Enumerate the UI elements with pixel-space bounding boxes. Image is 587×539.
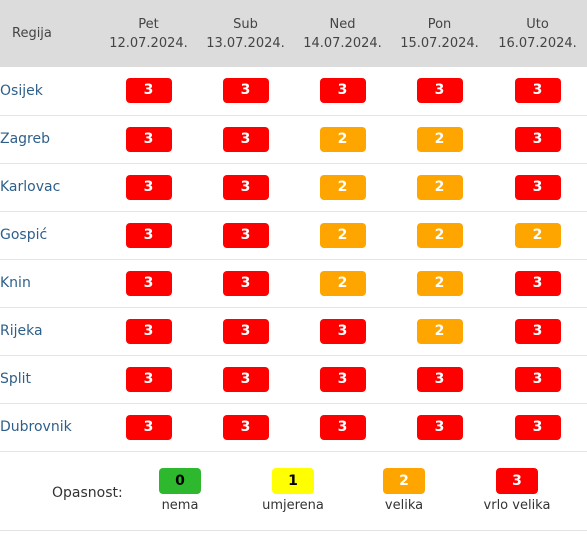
- danger-level-badge: 3: [514, 366, 561, 392]
- danger-level-badge: 3: [319, 414, 366, 440]
- day-date: 14.07.2024.: [303, 35, 382, 51]
- legend-item-none: 0 nema: [130, 468, 230, 513]
- table-row: Rijeka 3 3 3 2 3: [0, 306, 587, 355]
- legend-label: umjerena: [262, 498, 324, 513]
- day-date: 15.07.2024.: [400, 35, 479, 51]
- danger-level-badge: 3: [416, 366, 463, 392]
- danger-level-badge: 3: [514, 318, 561, 344]
- table-row: Osijek 3 3 3 3 3: [0, 67, 587, 115]
- danger-level-badge: 3: [319, 366, 366, 392]
- region-link[interactable]: Dubrovnik: [0, 402, 100, 451]
- danger-level-badge: 3: [125, 222, 172, 248]
- table-row: Gospić 3 3 2 2 2: [0, 210, 587, 259]
- day-column-header: Uto 16.07.2024.: [488, 0, 587, 67]
- region-link[interactable]: Osijek: [0, 82, 43, 99]
- legend-badge: 0: [159, 468, 201, 494]
- table-row: Karlovac 3 3 2 2 3: [0, 162, 587, 211]
- danger-level-badge: 2: [416, 126, 463, 152]
- day-name: Sub: [233, 16, 258, 32]
- danger-level-badge: 3: [125, 126, 172, 152]
- day-column-header: Ned 14.07.2024.: [294, 0, 391, 67]
- legend-item-high: 2 velika: [354, 468, 454, 513]
- danger-level-badge: 3: [222, 126, 269, 152]
- day-date: 13.07.2024.: [206, 35, 285, 51]
- region-link[interactable]: Knin: [0, 258, 100, 307]
- danger-level-badge: 3: [514, 270, 561, 296]
- region-link[interactable]: Rijeka: [0, 306, 100, 355]
- danger-level-badge: 3: [125, 366, 172, 392]
- legend-badge: 1: [272, 468, 314, 494]
- danger-level-badge: 3: [222, 174, 269, 200]
- danger-level-badge: 2: [514, 222, 561, 248]
- danger-level-badge: 3: [514, 174, 561, 200]
- legend-label: velika: [384, 498, 424, 513]
- region-column-header: Regija: [12, 26, 52, 41]
- table-row: Zagreb 3 3 2 2 3: [0, 114, 587, 163]
- day-column-header: Sub 13.07.2024.: [197, 0, 294, 67]
- legend-label: vrlo velika: [483, 498, 551, 513]
- danger-level-badge: 3: [514, 126, 561, 152]
- danger-level-badge: 3: [416, 414, 463, 440]
- danger-level-badge: 3: [514, 78, 561, 104]
- day-date: 12.07.2024.: [109, 35, 188, 51]
- danger-level-badge: 3: [416, 78, 463, 104]
- day-name: Uto: [526, 16, 549, 32]
- danger-level-badge: 3: [222, 318, 269, 344]
- day-column-header: Pet 12.07.2024.: [100, 0, 197, 67]
- danger-level-badge: 3: [222, 78, 269, 104]
- region-link[interactable]: Gospić: [0, 210, 100, 259]
- danger-level-badge: 3: [222, 366, 269, 392]
- day-name: Pet: [138, 16, 159, 32]
- danger-level-badge: 3: [222, 414, 269, 440]
- danger-level-badge: 3: [514, 414, 561, 440]
- danger-level-badge: 3: [222, 222, 269, 248]
- table-row: Dubrovnik 3 3 3 3 3: [0, 402, 587, 451]
- danger-level-badge: 3: [125, 174, 172, 200]
- day-date: 16.07.2024.: [498, 35, 577, 51]
- danger-level-badge: 2: [416, 174, 463, 200]
- region-link[interactable]: Split: [0, 354, 100, 403]
- legend-item-moderate: 1 umjerena: [243, 468, 343, 513]
- legend-title: Opasnost:: [52, 485, 123, 501]
- danger-level-badge: 3: [125, 414, 172, 440]
- danger-level-badge: 2: [416, 270, 463, 296]
- danger-level-badge: 3: [319, 318, 366, 344]
- danger-level-badge: 2: [319, 222, 366, 248]
- danger-level-badge: 3: [319, 78, 366, 104]
- danger-level-badge: 3: [125, 318, 172, 344]
- day-name: Pon: [427, 16, 452, 32]
- danger-level-badge: 2: [319, 270, 366, 296]
- danger-level-badge: 2: [319, 174, 366, 200]
- danger-level-badge: 2: [416, 318, 463, 344]
- table-row: Split 3 3 3 3 3: [0, 354, 587, 403]
- danger-level-badge: 2: [416, 222, 463, 248]
- region-link[interactable]: Karlovac: [0, 162, 100, 211]
- danger-level-badge: 3: [125, 78, 172, 104]
- danger-level-badge: 3: [125, 270, 172, 296]
- day-column-header: Pon 15.07.2024.: [391, 0, 488, 67]
- region-link[interactable]: Zagreb: [0, 114, 100, 163]
- danger-level-badge: 2: [319, 126, 366, 152]
- table-header-row: Regija Pet 12.07.2024. Sub 13.07.2024. Ned…: [0, 0, 587, 67]
- table-row: Knin 3 3 2 2 3: [0, 258, 587, 307]
- legend-label: nema: [161, 498, 199, 513]
- fire-danger-table: Regija Pet 12.07.2024. Sub 13.07.2024. Ned…: [0, 0, 587, 451]
- danger-legend: Opasnost: 0 nema 1 umjerena 2 velika 3 v…: [0, 451, 587, 531]
- legend-badge: 2: [383, 468, 425, 494]
- legend-item-very-high: 3 vrlo velika: [467, 468, 567, 513]
- danger-level-badge: 3: [222, 270, 269, 296]
- legend-badge: 3: [496, 468, 538, 494]
- day-name: Ned: [329, 16, 356, 32]
